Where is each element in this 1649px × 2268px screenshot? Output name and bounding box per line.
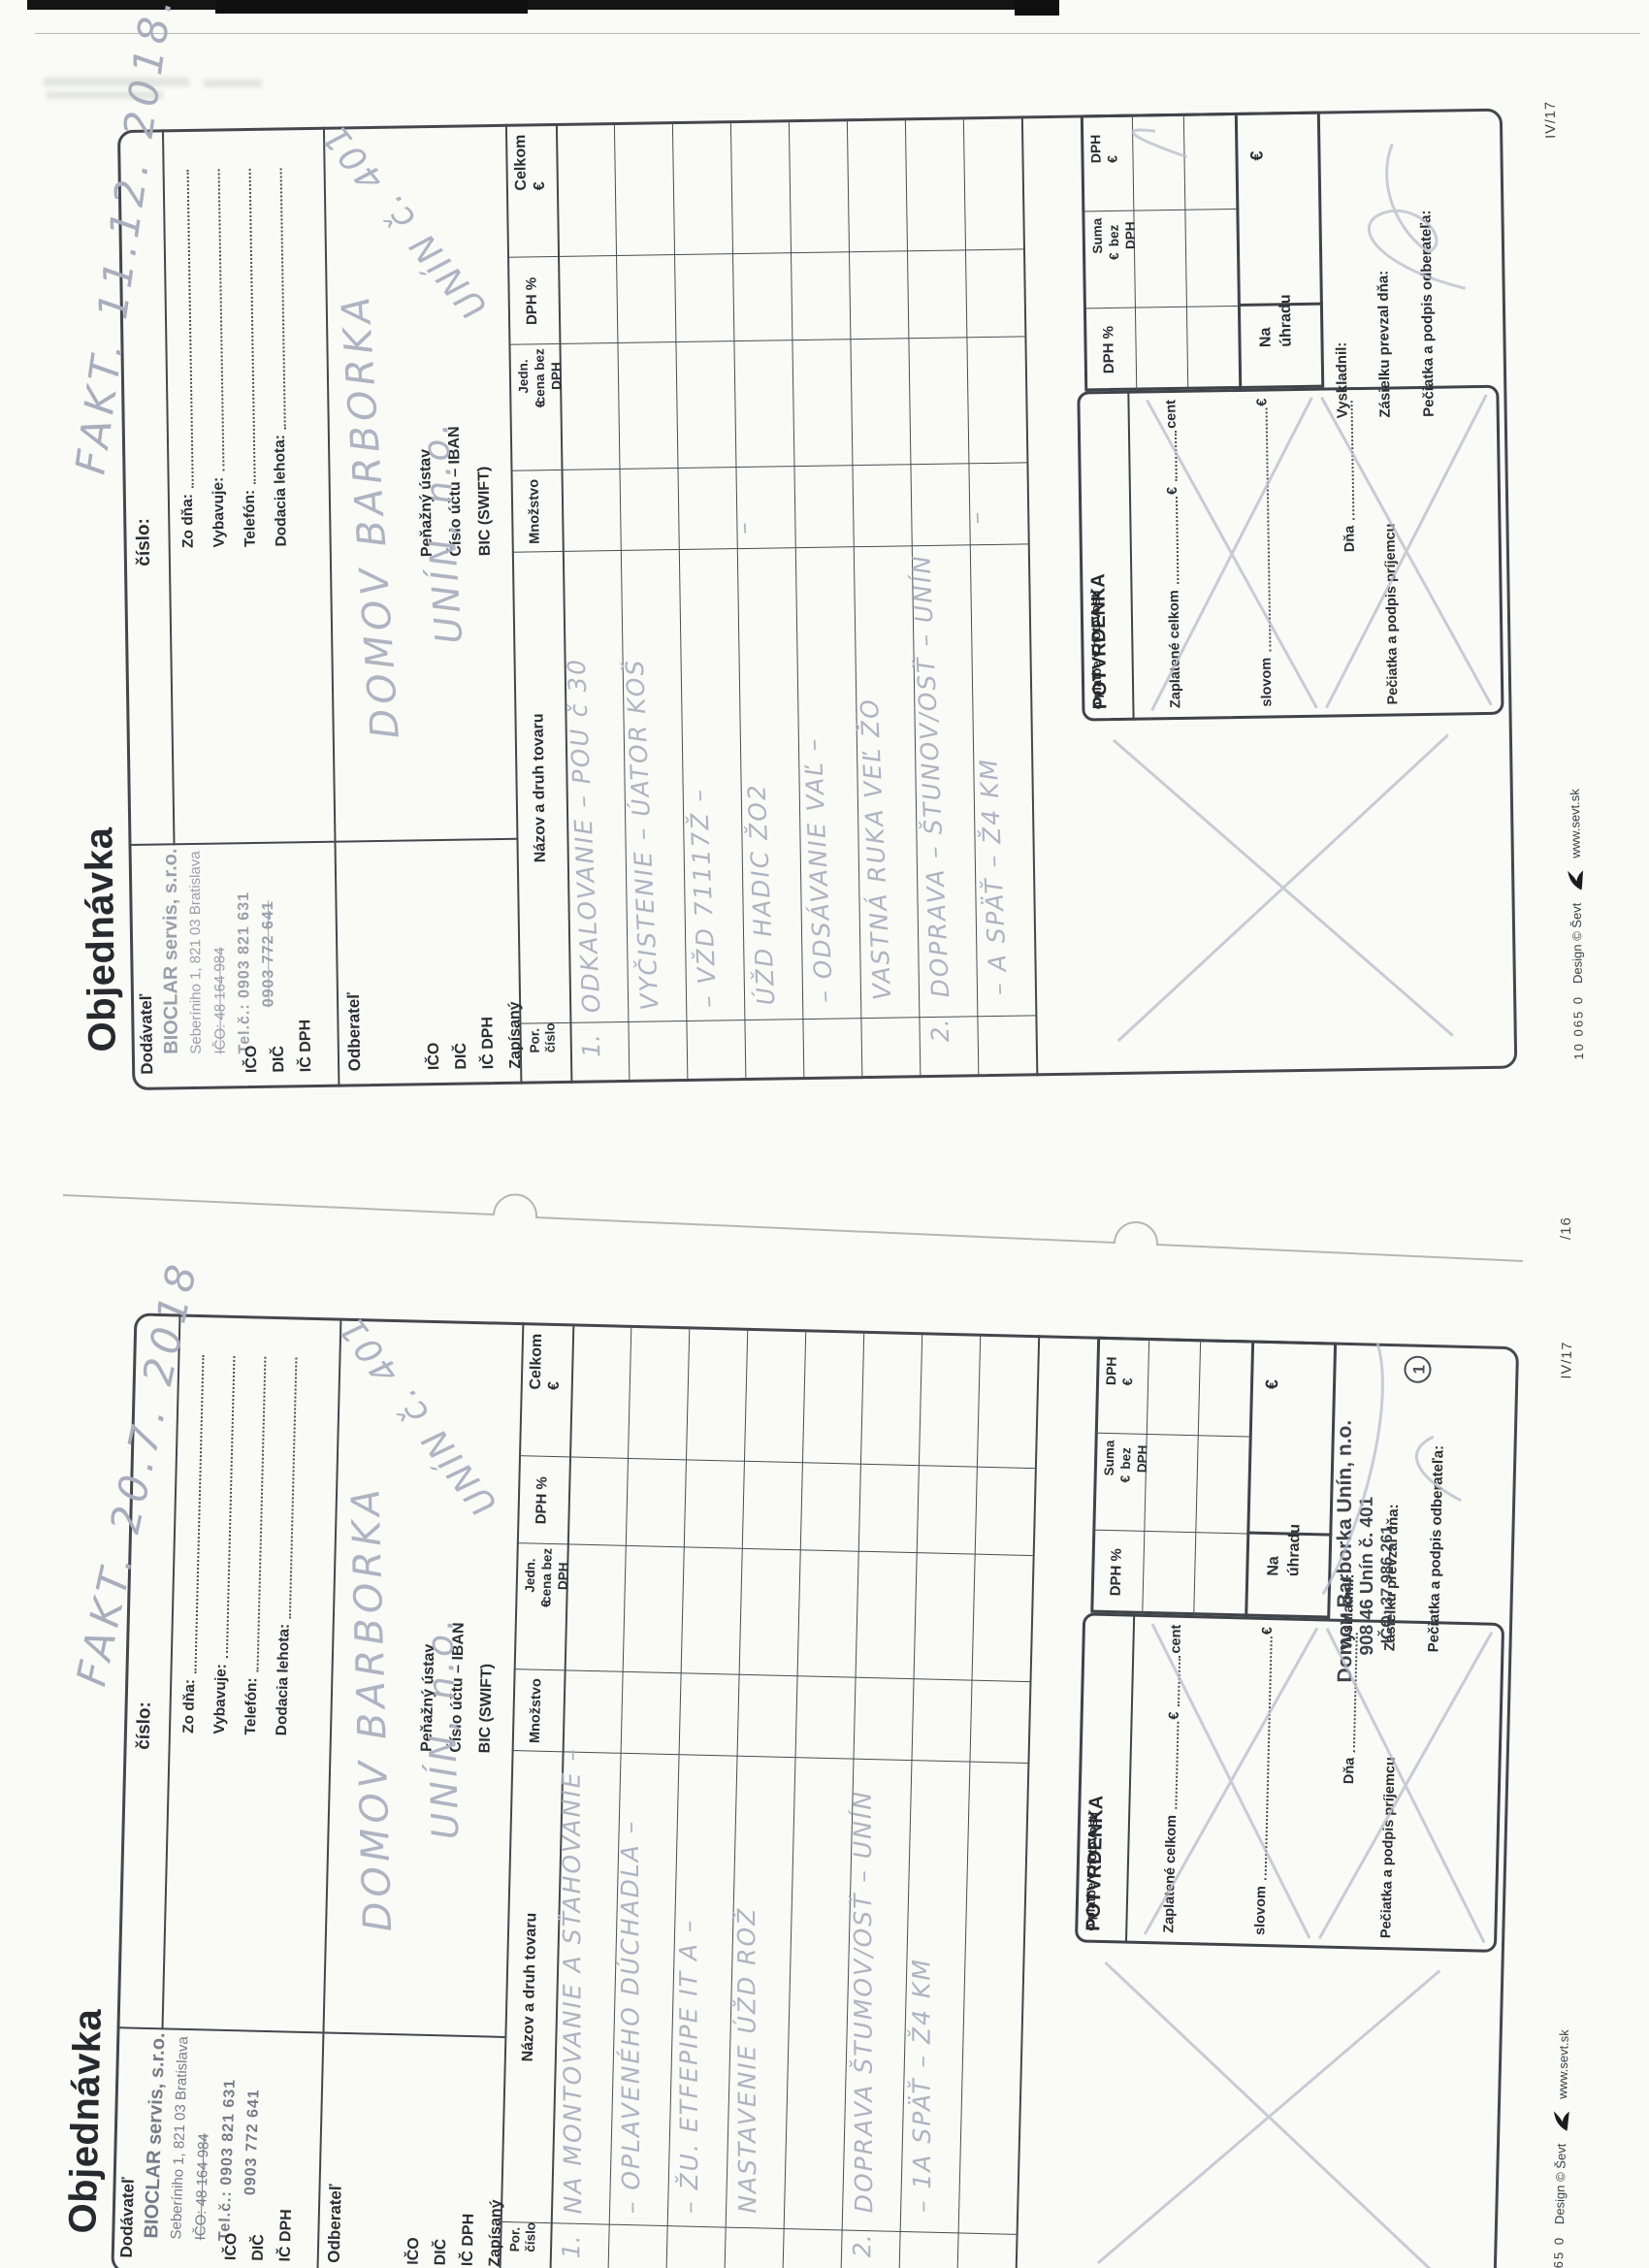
order-form-1: Objednávka Dodávateľ BIOCLAR servis, s.r… [60, 0, 1595, 1139]
scan-edge-bar [27, 0, 1059, 10]
faint-watermark [47, 91, 163, 99]
order-form-2: Objednávka Dodávateľ BIOCLAR servis, s.r… [53, 1253, 1597, 2268]
scan-line [35, 33, 1640, 34]
sevt-logo-icon [1553, 2111, 1569, 2131]
sevt-logo-icon [1568, 870, 1584, 891]
pencil-marks [1096, 1343, 1494, 2268]
pencil-marks [1112, 128, 1493, 1043]
form-footer: 10 065 0 Design © Ševt www.sevt.sk [1566, 789, 1587, 1060]
scan-edge-bar-segment [1015, 0, 1059, 16]
scan-edge-bar-segment [215, 0, 528, 14]
faint-watermark [204, 80, 262, 87]
faint-watermark [44, 78, 189, 86]
form-footer: 10 065 0 Design © Ševt www.sevt.sk [1548, 2029, 1572, 2268]
